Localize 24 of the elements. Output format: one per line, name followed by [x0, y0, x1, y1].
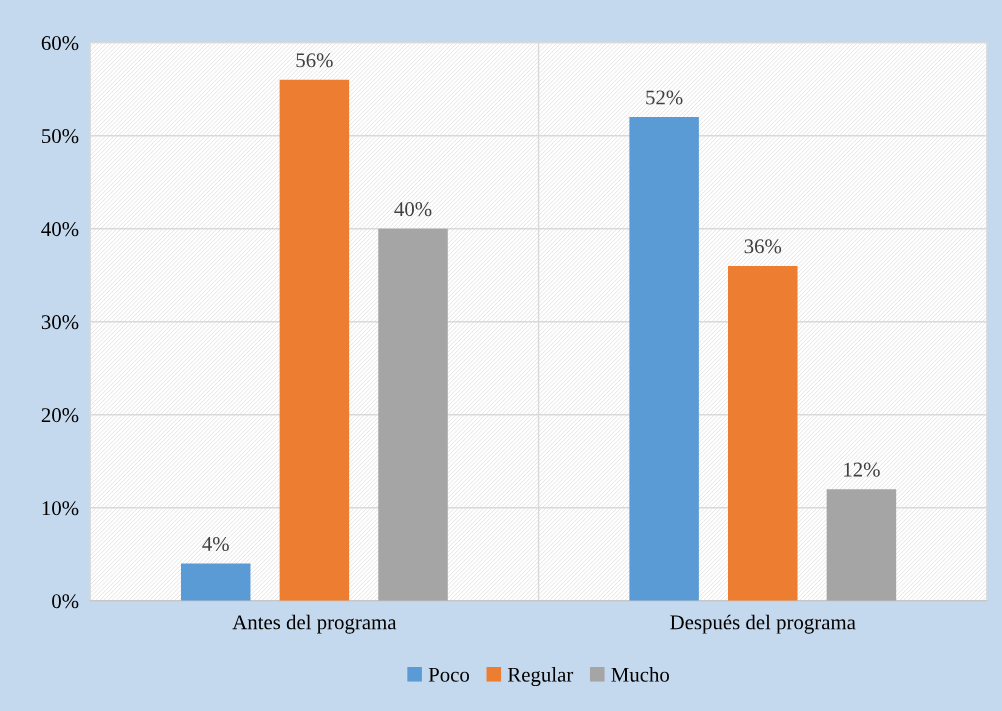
bar: [629, 117, 699, 601]
data-label: 36%: [744, 239, 782, 254]
y-tick-label: 50%: [42, 129, 79, 144]
y-tick-label: 60%: [41, 36, 79, 51]
data-label: 56%: [296, 53, 333, 68]
bar: [826, 489, 897, 601]
bar: [728, 265, 798, 601]
bar: [378, 228, 448, 601]
data-label: 12%: [844, 462, 880, 477]
x-tick-label: Después del programa: [670, 614, 856, 634]
bar: [279, 79, 350, 601]
legend-label: Poco: [428, 667, 470, 682]
legend-label: Regular: [507, 667, 574, 687]
data-label: 4%: [202, 536, 229, 552]
x-tick-label: Antes del programa: [232, 614, 397, 634]
bar: [180, 563, 251, 601]
y-tick-label: 10%: [42, 501, 79, 516]
y-tick-label: 0%: [52, 594, 79, 609]
y-tick-label: 30%: [41, 315, 79, 330]
data-label: 52%: [646, 90, 683, 105]
y-tick-label: 40%: [41, 222, 79, 237]
legend-label: Mucho: [611, 667, 670, 682]
data-label: 40%: [394, 202, 432, 217]
y-tick-label: 20%: [41, 408, 79, 423]
